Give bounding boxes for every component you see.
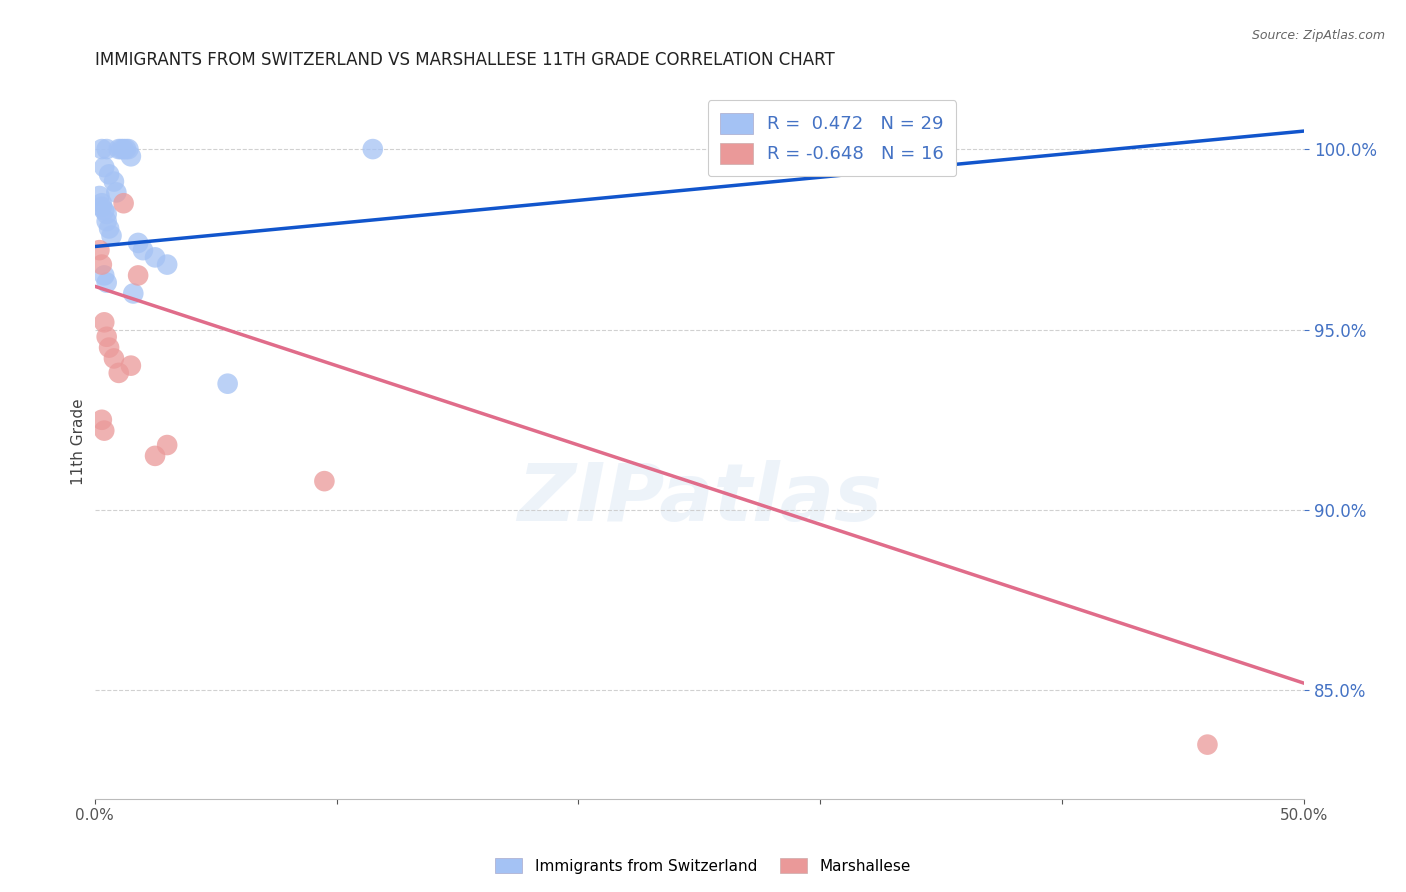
Point bbox=[120, 149, 142, 163]
Point bbox=[98, 221, 121, 235]
Point bbox=[93, 315, 115, 329]
Point bbox=[93, 424, 115, 438]
Point bbox=[90, 413, 112, 427]
Point bbox=[90, 196, 112, 211]
Point bbox=[93, 160, 115, 174]
Point bbox=[127, 235, 149, 250]
Point bbox=[127, 268, 149, 283]
Point bbox=[122, 286, 145, 301]
Legend: R =  0.472   N = 29, R = -0.648   N = 16: R = 0.472 N = 29, R = -0.648 N = 16 bbox=[707, 100, 956, 177]
Point bbox=[96, 207, 118, 221]
Point bbox=[103, 351, 125, 366]
Point bbox=[96, 214, 118, 228]
Point bbox=[103, 175, 125, 189]
Point bbox=[93, 203, 115, 218]
Point bbox=[96, 276, 118, 290]
Point bbox=[107, 142, 129, 156]
Point bbox=[112, 196, 135, 211]
Point bbox=[98, 167, 121, 181]
Text: IMMIGRANTS FROM SWITZERLAND VS MARSHALLESE 11TH GRADE CORRELATION CHART: IMMIGRANTS FROM SWITZERLAND VS MARSHALLE… bbox=[94, 51, 834, 69]
Point bbox=[98, 341, 121, 355]
Point bbox=[217, 376, 239, 391]
Point bbox=[107, 366, 129, 380]
Point bbox=[96, 330, 118, 344]
Point bbox=[143, 251, 166, 265]
Point bbox=[89, 189, 111, 203]
Legend: Immigrants from Switzerland, Marshallese: Immigrants from Switzerland, Marshallese bbox=[489, 852, 917, 880]
Point bbox=[93, 268, 115, 283]
Point bbox=[156, 258, 179, 272]
Point bbox=[1197, 738, 1219, 752]
Point bbox=[115, 142, 138, 156]
Point bbox=[100, 228, 122, 243]
Point bbox=[90, 142, 112, 156]
Point bbox=[89, 243, 111, 257]
Point bbox=[120, 359, 142, 373]
Point bbox=[90, 258, 112, 272]
Y-axis label: 11th Grade: 11th Grade bbox=[72, 398, 86, 484]
Point bbox=[90, 200, 112, 214]
Point bbox=[156, 438, 179, 452]
Text: Source: ZipAtlas.com: Source: ZipAtlas.com bbox=[1251, 29, 1385, 42]
Point bbox=[314, 474, 336, 488]
Text: ZIPatlas: ZIPatlas bbox=[517, 459, 882, 538]
Point bbox=[361, 142, 384, 156]
Point bbox=[143, 449, 166, 463]
Point bbox=[96, 142, 118, 156]
Point bbox=[110, 142, 132, 156]
Point bbox=[112, 142, 135, 156]
Point bbox=[132, 243, 155, 257]
Point bbox=[117, 142, 139, 156]
Point bbox=[105, 186, 128, 200]
